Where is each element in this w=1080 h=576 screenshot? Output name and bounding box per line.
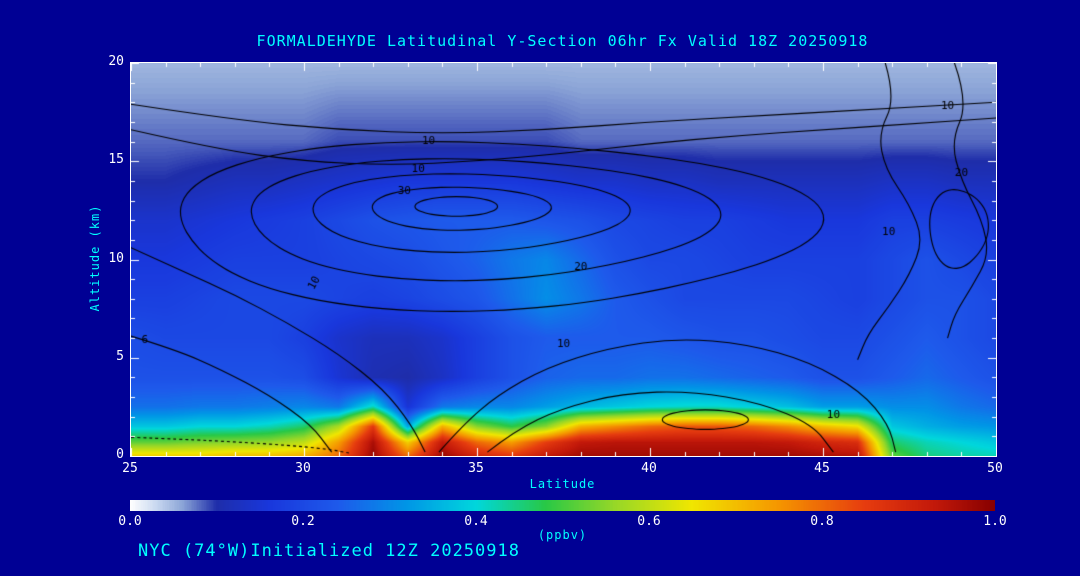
x-tick-label: 30 xyxy=(295,461,311,476)
colorbar-units-label: (ppbv) xyxy=(537,528,588,542)
colorbar-tick-label: 0.8 xyxy=(810,514,834,529)
plot-area xyxy=(130,62,997,457)
x-tick-label: 50 xyxy=(987,461,1003,476)
chart-title: FORMALDEHYDE Latitudinal Y-Section 06hr … xyxy=(256,32,869,50)
x-tick-label: 25 xyxy=(122,461,138,476)
colorbar xyxy=(130,500,995,511)
y-tick-label: 5 xyxy=(116,348,124,364)
colorbar-tick-label: 0.0 xyxy=(118,514,142,529)
colorbar-tick-label: 0.4 xyxy=(464,514,488,529)
y-tick-label: 20 xyxy=(108,54,124,69)
colorbar-tick-label: 0.6 xyxy=(637,514,661,529)
init-annotation: NYC (74°W)Initialized 12Z 20250918 xyxy=(138,541,520,561)
x-tick-label: 40 xyxy=(641,461,657,476)
x-axis-title: Latitude xyxy=(529,477,596,491)
y-tick-label: 0 xyxy=(116,447,124,462)
y-tick-label: 15 xyxy=(108,152,124,168)
colorbar-tick-label: 1.0 xyxy=(983,514,1007,529)
colorbar-tick-label: 0.2 xyxy=(291,514,315,529)
heatmap-canvas xyxy=(131,63,996,456)
y-tick-label: 10 xyxy=(108,250,124,266)
x-tick-label: 45 xyxy=(814,461,830,476)
x-tick-label: 35 xyxy=(468,461,484,476)
